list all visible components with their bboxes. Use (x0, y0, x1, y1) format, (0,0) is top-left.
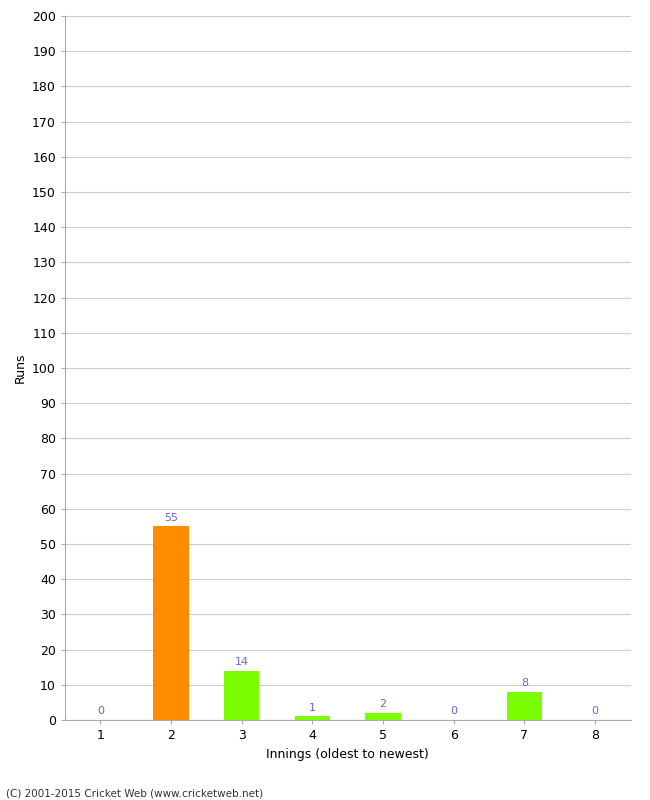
X-axis label: Innings (oldest to newest): Innings (oldest to newest) (266, 747, 429, 761)
Text: 0: 0 (97, 706, 104, 717)
Text: 8: 8 (521, 678, 528, 688)
Bar (153, 526, 188, 720)
Text: 55: 55 (164, 513, 178, 523)
Text: 14: 14 (235, 658, 249, 667)
Y-axis label: Runs: Runs (14, 353, 27, 383)
Bar (294, 717, 330, 720)
Text: 0: 0 (592, 706, 599, 717)
Text: 2: 2 (380, 699, 387, 710)
Text: 1: 1 (309, 703, 316, 713)
Text: 0: 0 (450, 706, 458, 717)
Bar (507, 692, 542, 720)
Text: (C) 2001-2015 Cricket Web (www.cricketweb.net): (C) 2001-2015 Cricket Web (www.cricketwe… (6, 788, 264, 798)
Bar (365, 713, 401, 720)
Bar (224, 670, 259, 720)
